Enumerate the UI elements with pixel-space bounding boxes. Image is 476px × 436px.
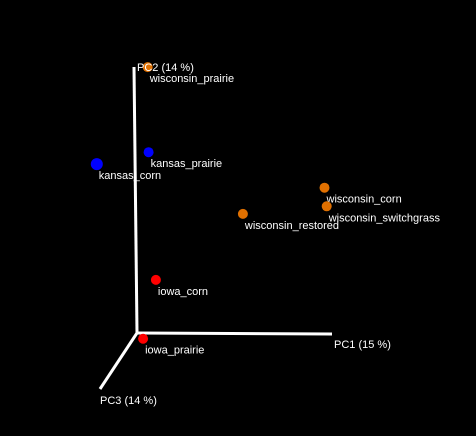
point-label: wisconsin_restored — [244, 220, 339, 232]
point-label: kansas_prairie — [151, 158, 223, 170]
point-label: wisconsin_prairie — [149, 73, 234, 85]
pc1-axis-label: PC1 (15 %) — [334, 339, 391, 351]
point-marker — [319, 182, 330, 193]
points-layer: wisconsin_prairie kansas_prairiekansas_co… — [90, 62, 441, 357]
point-marker — [90, 158, 103, 171]
data-point-kansas-corn: kansas_corn — [90, 158, 161, 182]
point-marker — [138, 333, 149, 344]
point-marker — [237, 208, 248, 219]
point-marker — [143, 147, 154, 158]
data-point-kansas-prairie: kansas_prairie — [143, 147, 223, 170]
data-point-iowa-corn: iowa_corn — [150, 274, 208, 298]
point-label: kansas_corn — [99, 170, 161, 182]
point-label: wisconsin_switchgrass — [328, 212, 441, 224]
point-marker — [150, 274, 161, 285]
pc3-axis — [98, 332, 139, 390]
point-label: iowa_corn — [158, 286, 208, 298]
point-label: wisconsin_corn — [326, 194, 402, 206]
pc1-axis — [136, 331, 333, 336]
pc3-axis-label: PC3 (14 %) — [100, 395, 157, 407]
pc2-axis-label: PC2 (14 %) — [137, 62, 194, 74]
data-point-wisconsin-corn: wisconsin_corn — [319, 182, 402, 206]
point-marker — [142, 62, 153, 73]
point-label: iowa_prairie — [145, 345, 204, 357]
data-point-iowa-prairie: iowa_prairie — [138, 333, 204, 357]
data-point-wisconsin-prairie: wisconsin_prairie — [142, 62, 234, 85]
data-point-wisconsin-restored: wisconsin_restored — [237, 208, 339, 232]
data-point-wisconsin-switchgrass: wisconsin_switchgrass — [321, 201, 441, 224]
pc2-axis — [132, 66, 139, 334]
point-marker — [321, 201, 332, 212]
